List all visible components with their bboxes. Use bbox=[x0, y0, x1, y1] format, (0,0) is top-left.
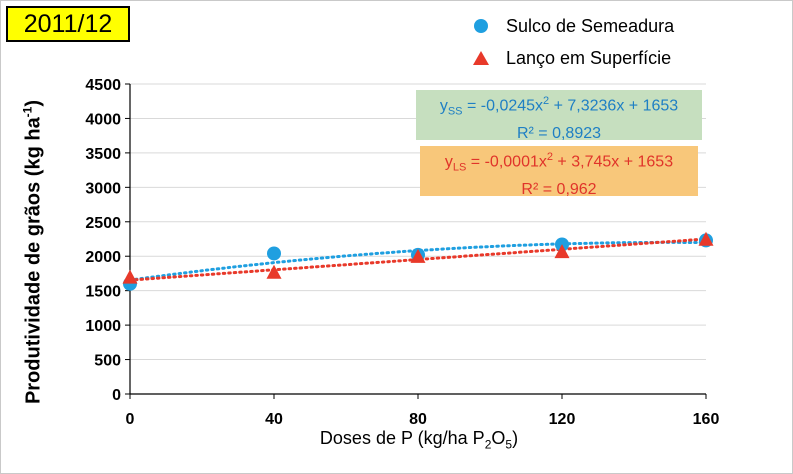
x-tick-label: 160 bbox=[693, 411, 720, 428]
y-tick-label: 0 bbox=[112, 387, 121, 404]
y-tick-label: 1000 bbox=[85, 318, 121, 335]
year-badge: 2011/12 bbox=[6, 6, 130, 42]
y-tick-label: 4000 bbox=[85, 111, 121, 128]
y-tick-label: 3500 bbox=[85, 146, 121, 163]
y-axis-label: Produtividade de grãos (kg ha-1) bbox=[20, 99, 45, 405]
legend-item-sulco: Sulco de Semeadura bbox=[466, 14, 674, 38]
point-ls bbox=[698, 231, 714, 246]
legend-label-lanco: Lanço em Superfície bbox=[506, 47, 672, 68]
point-ss bbox=[267, 246, 281, 261]
y-tick-label: 1500 bbox=[85, 284, 121, 301]
x-tick-label: 0 bbox=[126, 411, 135, 428]
equation-ls: yLS = -0,0001x2 + 3,745x + 1653 bbox=[444, 151, 674, 174]
point-ls bbox=[266, 264, 282, 279]
equation-box-ss: ySS = -0,0245x2 + 7,3236x + 1653 R² = 0,… bbox=[416, 90, 702, 142]
x-axis-label: Doses de P (kg/ha P2O5) bbox=[319, 428, 519, 452]
r2-ls: R² = 0,962 bbox=[521, 180, 597, 198]
point-ls bbox=[554, 244, 570, 259]
legend-label-sulco: Sulco de Semeadura bbox=[506, 15, 675, 36]
equation-ss: ySS = -0,0245x2 + 7,3236x + 1653 bbox=[439, 95, 679, 118]
x-tick-label: 40 bbox=[265, 411, 283, 428]
y-tick-label: 500 bbox=[94, 353, 121, 370]
equation-box-ls: yLS = -0,0001x2 + 3,745x + 1653 R² = 0,9… bbox=[420, 146, 698, 198]
triangle-marker-icon bbox=[466, 48, 506, 68]
point-ls bbox=[410, 248, 426, 263]
y-tick-label: 3000 bbox=[85, 180, 121, 197]
x-tick-label: 120 bbox=[549, 411, 576, 428]
legend-item-lanco: Lanço em Superfície bbox=[466, 46, 671, 70]
y-tick-label: 2000 bbox=[85, 249, 121, 266]
y-tick-label: 2500 bbox=[85, 215, 121, 232]
r2-ss: R² = 0,8923 bbox=[516, 124, 602, 142]
circle-marker-icon bbox=[466, 16, 506, 36]
point-ls bbox=[122, 269, 138, 284]
y-tick-label: 4500 bbox=[85, 77, 121, 94]
x-tick-label: 80 bbox=[409, 411, 427, 428]
